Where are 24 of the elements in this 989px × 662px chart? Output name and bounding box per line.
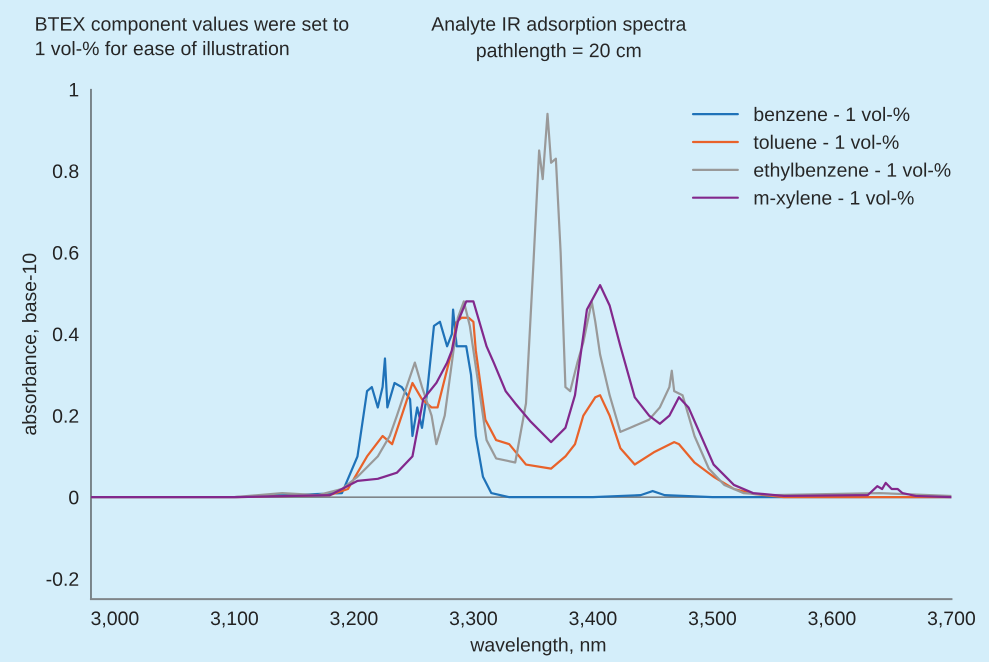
legend-label: benzene - 1 vol-% (754, 106, 910, 122)
x-tick-label: 3,400 (569, 611, 616, 628)
chart-title: Analyte IR adsorption spectra (431, 16, 686, 35)
x-tick-label: 3,000 (91, 611, 138, 628)
x-tick-label: 3,300 (450, 611, 497, 628)
x-tick-label: 3,100 (210, 611, 258, 628)
legend-label: toluene - 1 vol-% (754, 134, 899, 149)
x-tick-label: 3,700 (928, 611, 975, 628)
y-tick-label: 0.6 (52, 246, 78, 260)
y-tick-label: 1 (70, 83, 78, 96)
y-tick-label: -0.2 (46, 572, 78, 586)
x-tick-label: 3,600 (808, 611, 856, 628)
legend-label: ethylbenzene - 1 vol-% (754, 162, 950, 181)
chart-subtitle: pathlength = 20 cm (477, 43, 640, 62)
y-axis-title: absorbance, base-10 (22, 254, 39, 435)
y-tick-label: 0.2 (52, 409, 78, 423)
text: BTEX component values were set to 1 vol-% for ease of illustration (36, 16, 348, 56)
legend-label: m-xylene - 1 vol-% (754, 190, 914, 209)
x-tick-label: 3,200 (330, 611, 378, 628)
y-tick-label: 0.8 (52, 164, 78, 178)
x-axis-title: wavelength, nm (470, 637, 606, 656)
x-tick-label: 3,500 (688, 611, 736, 628)
y-tick-label: 0.4 (52, 328, 79, 342)
y-tick-label: 0 (69, 490, 78, 504)
